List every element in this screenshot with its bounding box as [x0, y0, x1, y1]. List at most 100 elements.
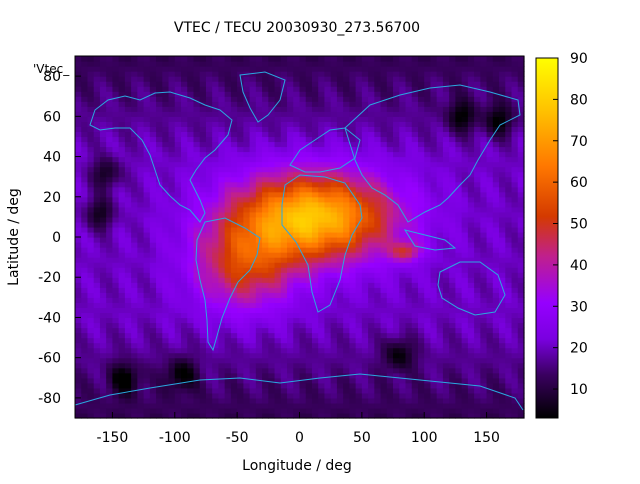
heatmap-cell [218, 186, 226, 193]
heatmap-cell [436, 121, 444, 127]
heatmap-cell [199, 322, 207, 329]
heatmap-cell [492, 287, 500, 293]
heatmap-cell [374, 196, 382, 203]
heatmap-cell [474, 352, 481, 359]
heatmap-cell [330, 367, 338, 374]
heatmap-cell [318, 226, 326, 233]
heatmap-cell [299, 407, 307, 414]
heatmap-cell [81, 257, 89, 263]
heatmap-cell [361, 191, 369, 198]
heatmap-cell [168, 372, 176, 379]
heatmap-cell [149, 367, 157, 374]
heatmap-cell [218, 382, 226, 389]
heatmap-cell [343, 161, 350, 168]
heatmap-cell [280, 66, 288, 72]
heatmap-cell [106, 211, 114, 218]
heatmap-cell [181, 86, 188, 92]
heatmap-cell [436, 141, 444, 148]
heatmap-cell [411, 247, 419, 253]
heatmap-cell [162, 357, 170, 364]
heatmap-cell [230, 357, 238, 364]
heatmap-cell [280, 327, 288, 334]
heatmap-cell [455, 191, 463, 198]
heatmap-cell [255, 186, 263, 193]
heatmap-cell [218, 176, 226, 183]
heatmap-cell [81, 357, 89, 364]
heatmap-cell [368, 201, 375, 208]
heatmap-cell [124, 342, 132, 349]
heatmap-cell [455, 231, 463, 238]
heatmap-cell [436, 262, 444, 268]
heatmap-cell [305, 111, 313, 117]
heatmap-cell [411, 86, 419, 92]
heatmap-cell [162, 176, 170, 183]
heatmap-cell [492, 76, 500, 82]
heatmap-cell [230, 121, 238, 127]
heatmap-cell [112, 392, 120, 399]
heatmap-cell [411, 387, 419, 394]
heatmap-cell [181, 186, 188, 193]
heatmap-cell [324, 176, 332, 183]
heatmap-cell [386, 237, 394, 243]
heatmap-cell [262, 312, 269, 319]
heatmap-cell [118, 402, 126, 409]
heatmap-cell [181, 392, 188, 399]
heatmap-cell [486, 231, 494, 238]
heatmap-cell [268, 211, 276, 218]
heatmap-cell [417, 302, 425, 308]
heatmap-cell [156, 111, 163, 117]
heatmap-cell [131, 247, 138, 253]
heatmap-cell [212, 262, 220, 268]
heatmap-cell [436, 76, 444, 82]
heatmap-cell [492, 141, 500, 148]
heatmap-cell [499, 136, 506, 143]
heatmap-cell [249, 267, 257, 273]
heatmap-cell [112, 186, 120, 193]
heatmap-cell [399, 61, 407, 67]
heatmap-cell [112, 121, 120, 127]
heatmap-cell [330, 272, 338, 278]
heatmap-cell [417, 156, 425, 163]
heatmap-cell [299, 342, 307, 349]
heatmap-cell [131, 277, 138, 283]
heatmap-cell [224, 221, 232, 228]
heatmap-cell [187, 257, 195, 263]
heatmap-cell [274, 226, 282, 233]
heatmap-cell [243, 237, 251, 243]
heatmap-cell [118, 126, 126, 133]
heatmap-cell [393, 186, 400, 193]
heatmap-cell [430, 71, 438, 77]
heatmap-cell [149, 382, 157, 389]
heatmap-cell [442, 237, 450, 243]
heatmap-cell [124, 161, 132, 168]
heatmap-cell [305, 337, 313, 344]
heatmap-cell [449, 387, 457, 394]
heatmap-cell [199, 352, 207, 359]
heatmap-cell [112, 387, 120, 394]
heatmap-cell [374, 116, 382, 122]
heatmap-cell [187, 397, 195, 404]
heatmap-cell [230, 402, 238, 409]
heatmap-cell [181, 267, 188, 273]
heatmap-cell [467, 161, 475, 168]
heatmap-cell [81, 312, 89, 319]
heatmap-cell [505, 397, 513, 404]
heatmap-cell [174, 332, 182, 339]
heatmap-cell [380, 166, 388, 173]
heatmap-cell [461, 126, 469, 133]
heatmap-cell [417, 166, 425, 173]
heatmap-cell [249, 131, 257, 138]
heatmap-cell [442, 282, 450, 288]
heatmap-cell [218, 397, 226, 404]
heatmap-cell [131, 141, 138, 148]
heatmap-cell [349, 176, 357, 183]
heatmap-cell [149, 282, 157, 288]
heatmap-cell [249, 191, 257, 198]
heatmap-cell [81, 96, 89, 102]
heatmap-cell [193, 216, 201, 223]
heatmap-cell [181, 221, 188, 228]
heatmap-cell [467, 211, 475, 218]
heatmap-cell [224, 191, 232, 198]
heatmap-cell [243, 111, 251, 117]
heatmap-cell [399, 161, 407, 168]
